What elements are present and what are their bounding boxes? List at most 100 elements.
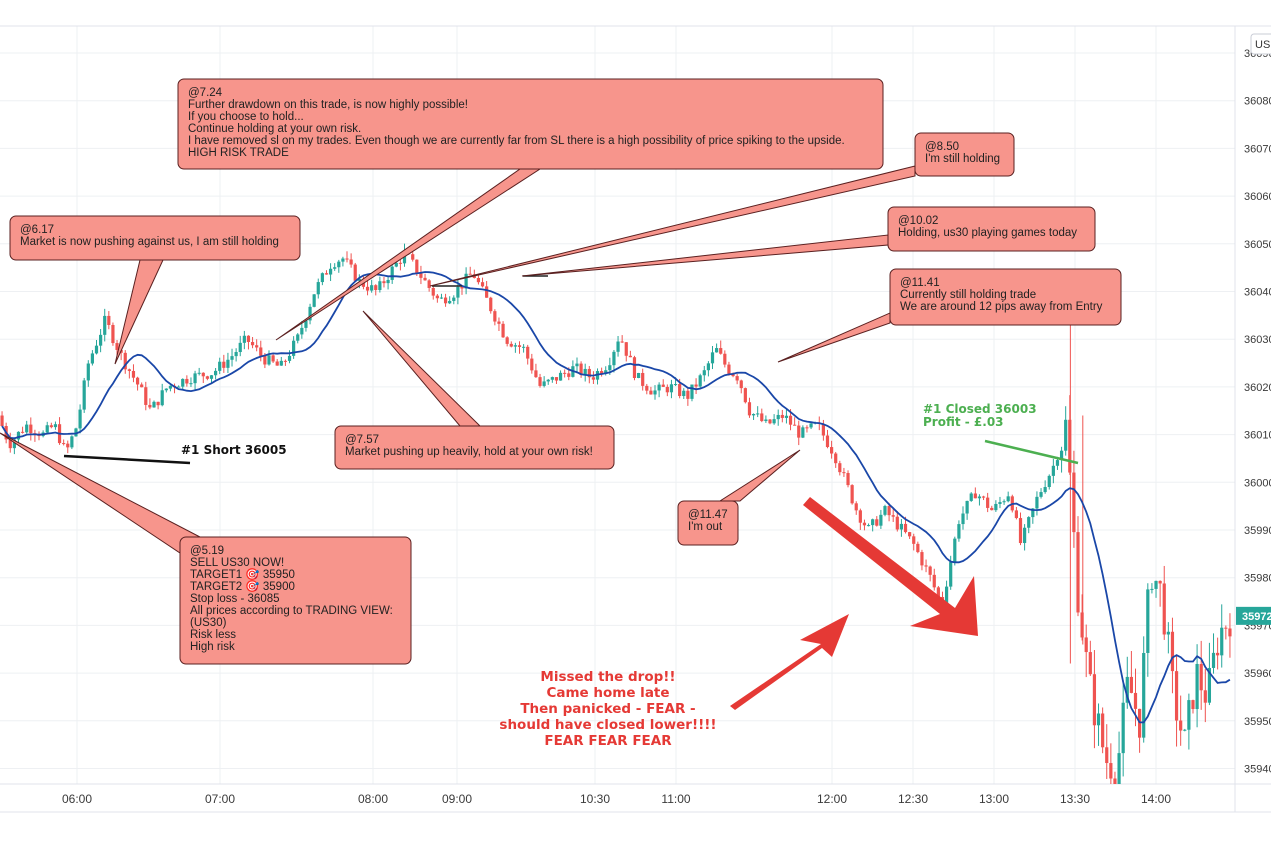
price-tick-label: 36060 [1244,191,1271,203]
candle-body [912,536,916,544]
candle-body [1002,501,1006,503]
candle-body [534,370,538,378]
candle-body [378,281,382,290]
candle-body [468,273,472,275]
candle-body [1146,589,1150,653]
candle-body [509,343,513,347]
candle-body [825,435,830,448]
candle-body [669,384,674,393]
candle-body [780,414,784,418]
callout-box [177,78,884,170]
price-axis[interactable]: 3609036080360703606036050360403603036020… [1236,33,1271,776]
candle-body [398,262,402,264]
callout-line: Risk less [190,629,236,641]
price-tick-label: 35990 [1244,525,1271,537]
price-tick-label: 36080 [1244,96,1271,108]
candle-body [530,358,534,371]
candle-body [411,254,415,260]
candle-body [1207,667,1212,703]
candle-body [756,413,760,415]
candle-body [1109,763,1113,779]
candle-body [177,386,181,388]
time-tick-label: 09:00 [442,792,472,806]
candle-body [747,402,752,416]
candle-body [1064,419,1068,451]
candle-body [694,384,698,387]
candle-body [480,282,485,287]
candle-body [793,424,797,426]
time-tick-label: 13:30 [1060,792,1090,806]
candle-body [838,463,842,473]
candle-body [936,587,940,598]
down-arrow-icon [803,497,978,636]
candle-body [1125,676,1129,703]
candle-body [423,277,427,281]
candle-body [279,360,283,366]
candle-body [1051,465,1055,476]
callout-box [179,536,412,665]
candle-body [879,514,883,526]
candle-body [460,286,464,289]
candle-body [8,439,12,449]
callout-line: Market is now pushing against us, I am s… [20,236,279,248]
candle-body [394,262,398,267]
candle-body [489,297,493,312]
currency-label: USD [1255,39,1271,51]
time-tick-label: 13:00 [979,792,1009,806]
candle-body [513,345,517,347]
candle-body [916,543,920,553]
candle-body [242,335,246,343]
time-tick-label: 08:00 [358,792,388,806]
candle-body [776,414,780,420]
candle-body [135,377,140,385]
candle-body [464,273,468,289]
candle-body [127,369,131,371]
candle-body [690,384,694,399]
candle-body [427,280,431,288]
candle-body [953,538,957,563]
callout-line: @5.19 [190,545,224,557]
callout-line: @7.24 [188,87,223,99]
drop-note-text: Came home late [546,685,669,701]
candle-body [501,323,505,338]
candle-body [620,341,624,343]
candle-body [1191,700,1195,710]
candle-body [201,372,205,377]
candle-body [103,315,107,335]
candle-body [821,424,825,436]
callout-line: Market pushing up heavily, hold at your … [345,446,593,458]
candle-body [550,377,554,380]
candle-body [928,566,932,575]
candle-body [957,524,961,539]
candle-body [944,586,949,606]
candle-body [809,423,813,428]
moving-average-line [1,271,1231,724]
candle-body [476,278,481,283]
short-entry-line [63,454,191,465]
candle-body [579,363,583,375]
candle-body [337,261,341,268]
candle-body [649,390,653,395]
candle-body [193,373,197,384]
candle-body [1072,472,1076,533]
candle-body [312,294,316,307]
candle-body [320,273,324,283]
candle-body [185,378,189,384]
candle-body [1121,702,1125,754]
callout-box [334,425,615,470]
candle-body [1199,663,1203,691]
candle-body [111,324,115,344]
candle-body [1076,532,1080,613]
candle-body [1166,631,1170,635]
candle-body [924,565,928,567]
callout-line: HIGH RISK TRADE [188,147,289,159]
candle-body [977,496,982,499]
price-tick-label: 36000 [1244,477,1271,489]
price-tick-label: 36070 [1244,143,1271,155]
time-axis[interactable]: 06:00 07:00 08:00 09:00 10:30 11:00 12:00 12:30… [62,792,1171,806]
candle-body [542,381,546,386]
candle-body [74,428,78,437]
